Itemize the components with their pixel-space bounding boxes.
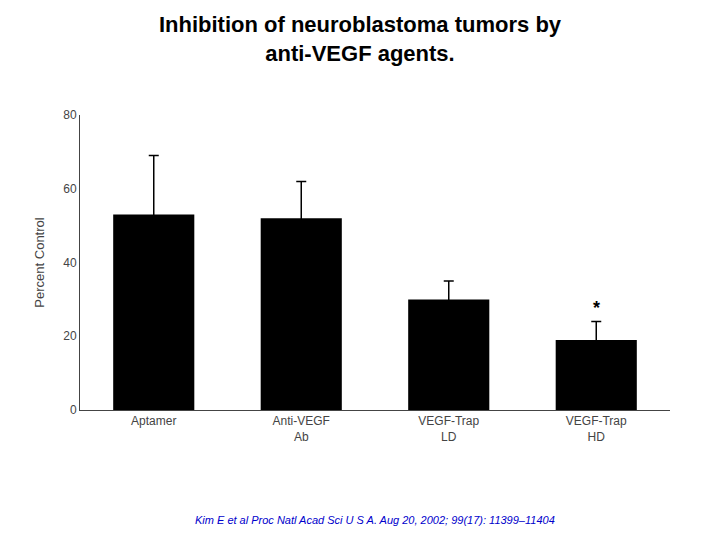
svg-text:Percent Control: Percent Control <box>32 217 47 307</box>
svg-text:*: * <box>593 298 600 318</box>
svg-text:20: 20 <box>63 329 77 343</box>
svg-text:60: 60 <box>63 182 77 196</box>
svg-text:Kim E et al Proc Natl Acad Sci: Kim E et al Proc Natl Acad Sci U S A. Au… <box>195 514 555 526</box>
svg-text:VEGF-TrapHD: VEGF-TrapHD <box>566 414 627 444</box>
svg-text:Anti-VEGFAb: Anti-VEGFAb <box>273 414 330 444</box>
svg-text:Inhibition of neuroblastoma tu: Inhibition of neuroblastoma tumors byant… <box>159 12 562 66</box>
svg-text:0: 0 <box>70 403 77 417</box>
svg-text:Aptamer: Aptamer <box>131 414 176 428</box>
svg-text:80: 80 <box>63 108 77 122</box>
svg-text:VEGF-TrapLD: VEGF-TrapLD <box>418 414 479 444</box>
svg-text:40: 40 <box>63 256 77 270</box>
